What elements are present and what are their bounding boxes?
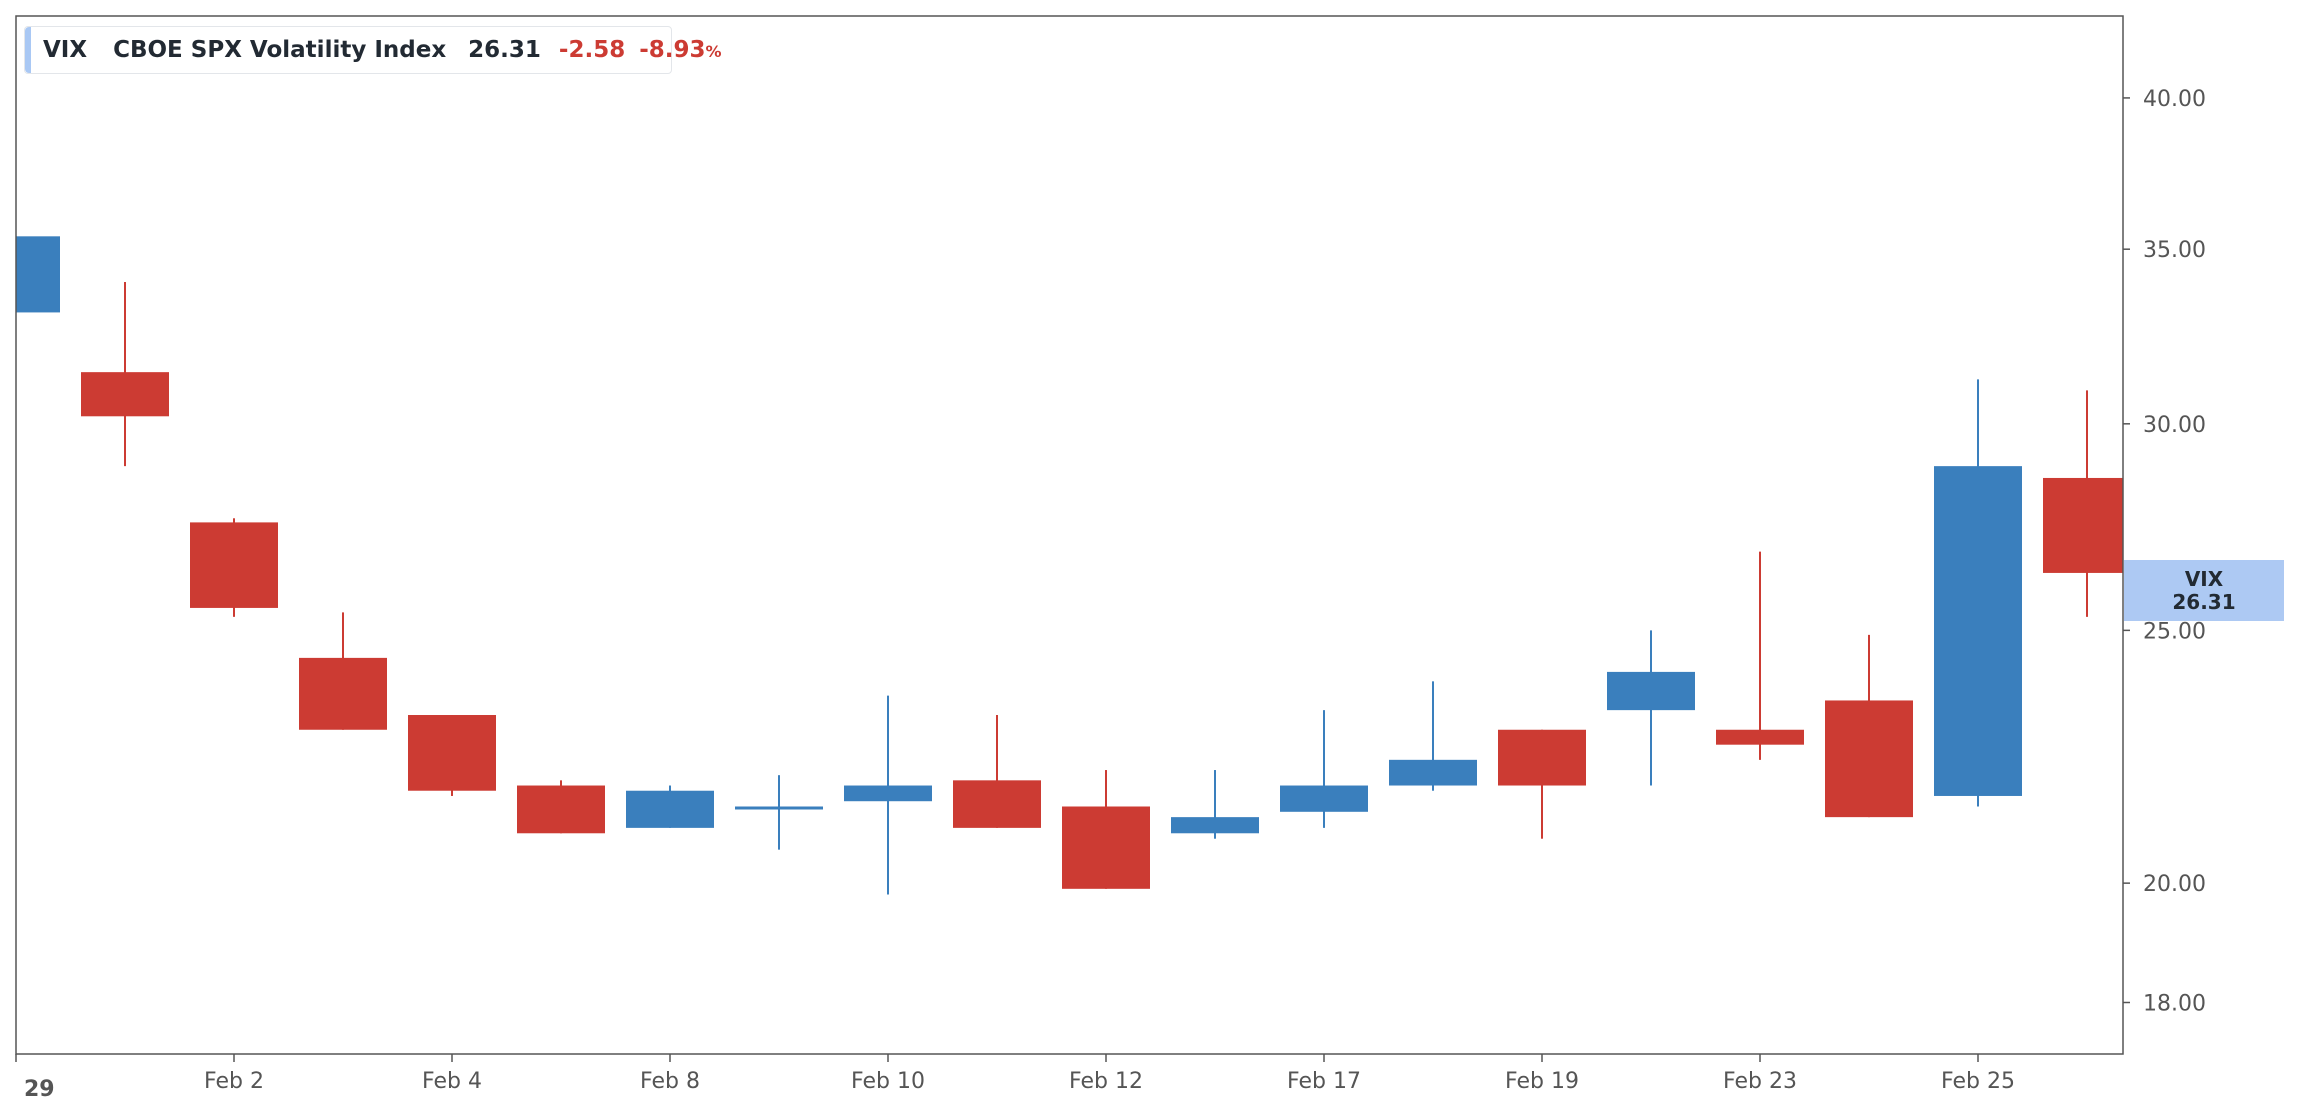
y-tick-label: 20.00 bbox=[2143, 872, 2206, 897]
y-axis: 18.00 20.00 25.00 30.00 35.00 40.00 bbox=[2123, 87, 2206, 1016]
candle-body bbox=[1062, 806, 1150, 889]
candle bbox=[1825, 634, 1913, 818]
candle-body bbox=[299, 657, 387, 730]
candle-body bbox=[844, 785, 932, 802]
candle bbox=[844, 695, 932, 895]
candle bbox=[517, 780, 605, 834]
candle bbox=[190, 518, 278, 617]
legend-name: CBOE SPX Volatility Index bbox=[113, 37, 447, 63]
candle-body bbox=[1389, 759, 1477, 786]
candle bbox=[16, 236, 60, 313]
candle-body bbox=[626, 790, 714, 828]
x-tick-label: Feb 4 bbox=[422, 1069, 482, 1094]
candle bbox=[953, 715, 1041, 828]
candle-body bbox=[735, 806, 823, 810]
candle-body bbox=[1934, 466, 2022, 796]
legend-change: -2.58 bbox=[558, 37, 626, 63]
candle bbox=[1607, 630, 1695, 786]
candle-body bbox=[1171, 817, 1259, 834]
x-tick-label: Feb 10 bbox=[851, 1069, 925, 1094]
x-tick-label: Feb 12 bbox=[1069, 1069, 1143, 1094]
candle bbox=[1498, 729, 1586, 839]
candle bbox=[1171, 770, 1259, 839]
candle bbox=[1716, 551, 1804, 760]
x-tick-label: Feb 2 bbox=[204, 1069, 264, 1094]
y-tick-label: 30.00 bbox=[2143, 413, 2206, 438]
y-tick-label: 18.00 bbox=[2143, 991, 2206, 1016]
candle-body bbox=[953, 780, 1041, 828]
candle-body bbox=[16, 236, 60, 313]
candle-body bbox=[1280, 785, 1368, 812]
candle bbox=[1062, 770, 1150, 889]
x-tick-label: Feb 8 bbox=[640, 1069, 700, 1094]
candle-body bbox=[408, 715, 496, 791]
y-tick-label: 25.00 bbox=[2143, 619, 2206, 644]
candle bbox=[81, 282, 169, 467]
legend-accent-bar bbox=[25, 27, 31, 73]
candle bbox=[735, 775, 823, 850]
candle-body bbox=[1498, 729, 1586, 786]
legend-symbol: VIX bbox=[43, 37, 88, 63]
candle bbox=[1280, 710, 1368, 828]
legend-last-value: 26.31 bbox=[468, 37, 541, 63]
candle bbox=[2043, 390, 2123, 617]
price-tag-background bbox=[2124, 560, 2284, 621]
legend-percent-sign: % bbox=[705, 42, 722, 61]
price-tag-value: 26.31 bbox=[2172, 590, 2235, 614]
candle bbox=[408, 715, 496, 796]
candle bbox=[299, 612, 387, 730]
x-tick-label: Feb 25 bbox=[1941, 1069, 2015, 1094]
x-tick-label: Feb 17 bbox=[1287, 1069, 1361, 1094]
plot-frame bbox=[15, 15, 2124, 1055]
candle-body bbox=[1716, 729, 1804, 745]
candle-body bbox=[1607, 671, 1695, 711]
candle-body bbox=[517, 785, 605, 834]
candle bbox=[1389, 681, 1477, 791]
y-tick-label: 35.00 bbox=[2143, 238, 2206, 263]
candles-layer bbox=[16, 236, 2123, 895]
legend-change-percent-value: -8.93 bbox=[639, 37, 706, 63]
candle bbox=[626, 785, 714, 828]
x-tick-label: Feb 19 bbox=[1505, 1069, 1579, 1094]
candle-body bbox=[81, 372, 169, 417]
x-axis: 29 Feb 2 Feb 4 Feb 8 Feb 10 Feb 12 Feb 17 Feb 1… bbox=[15, 1054, 2015, 1102]
y-tick-label: 40.00 bbox=[2143, 87, 2206, 112]
x-tick-label: 29 bbox=[24, 1077, 55, 1102]
legend-change-percent: -8.93% bbox=[639, 37, 721, 63]
candle-body bbox=[190, 522, 278, 608]
x-tick-label: Feb 23 bbox=[1723, 1069, 1797, 1094]
price-tag: VIX 26.31 bbox=[2124, 560, 2284, 621]
candle-body bbox=[2043, 477, 2123, 573]
candle-body bbox=[1825, 700, 1913, 818]
price-tag-symbol: VIX bbox=[2185, 567, 2224, 591]
candle bbox=[1934, 379, 2022, 807]
legend-box: VIX CBOE SPX Volatility Index 26.31 -2.5… bbox=[24, 26, 722, 74]
